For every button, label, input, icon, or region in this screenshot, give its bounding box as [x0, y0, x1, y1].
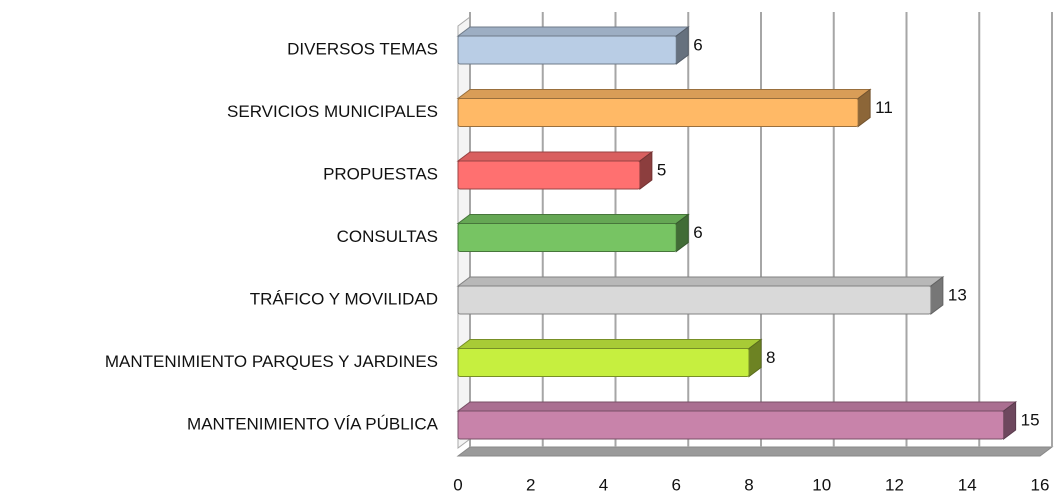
value-label: 13 [948, 285, 967, 304]
value-label: 11 [875, 98, 893, 117]
bar-top [456, 26, 690, 37]
bar-front [457, 410, 1005, 440]
bar-front [457, 348, 750, 377]
bar [456, 151, 654, 190]
bar-front [457, 285, 932, 315]
x-tick-label: 10 [812, 475, 831, 494]
y-tick-label: PROPUESTAS [323, 164, 438, 183]
y-tick-label: CONSULTAS [337, 227, 438, 246]
y-tick-label: SERVICIOS MUNICIPALES [227, 102, 438, 121]
value-label: 5 [657, 160, 666, 179]
bar-front [457, 35, 677, 65]
bar-top [456, 401, 1018, 412]
bar [456, 338, 763, 378]
bar-top [456, 151, 654, 162]
x-tick-label: 12 [885, 475, 904, 494]
bar-top [456, 276, 945, 287]
x-tick-label: 4 [599, 475, 608, 494]
x-tick-label: 0 [453, 475, 462, 494]
floor [456, 446, 1054, 457]
value-label: 6 [693, 223, 702, 242]
bar-top [456, 89, 872, 99]
bar [456, 276, 945, 315]
y-tick-label: MANTENIMIENTO PARQUES Y JARDINES [105, 352, 438, 371]
bar-front [457, 223, 677, 252]
x-tick-label: 16 [1031, 475, 1050, 494]
y-tick-label: MANTENIMIENTO VÍA PÚBLICA [187, 414, 439, 433]
bar-top [456, 339, 763, 349]
y-tick-label: DIVERSOS TEMAS [287, 39, 438, 58]
x-tick-label: 2 [526, 475, 535, 494]
bar [456, 401, 1018, 440]
bar [456, 213, 690, 253]
x-tick-label: 14 [958, 475, 977, 494]
value-label: 15 [1021, 410, 1040, 429]
x-tick-label: 6 [672, 475, 681, 494]
y-tick-label: TRÁFICO Y MOVILIDAD [250, 289, 438, 308]
bar-front [457, 160, 641, 190]
bar [456, 88, 872, 128]
bar-top [456, 214, 690, 224]
value-label: 6 [693, 35, 702, 54]
x-tick-label: 8 [744, 475, 753, 494]
value-label: 8 [766, 348, 775, 367]
bar-front [457, 98, 859, 127]
bar [456, 26, 690, 65]
